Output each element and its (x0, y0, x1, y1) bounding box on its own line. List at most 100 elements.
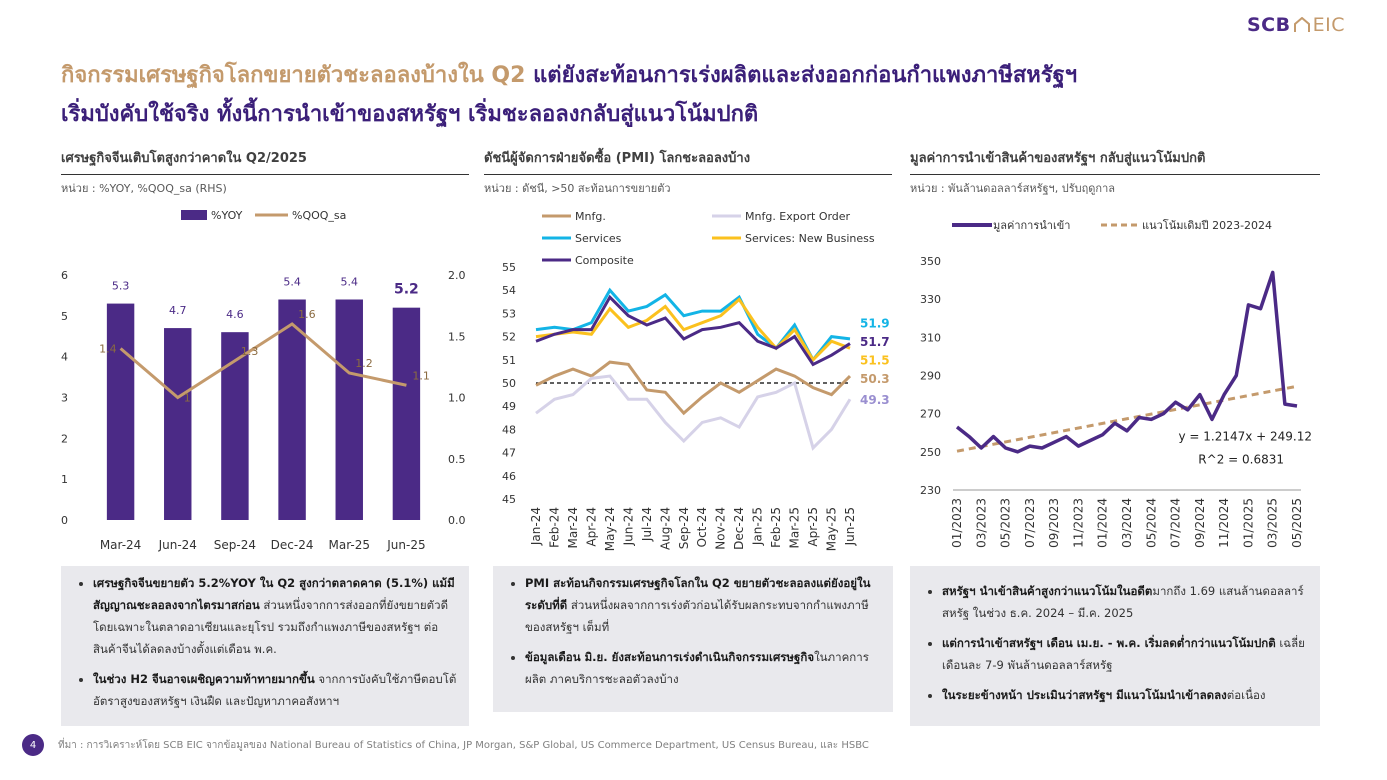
footer: 4 ที่มา : การวิเคราะห์โดย SCB EIC จากข้อ… (22, 734, 869, 756)
panel-unit-pmi: หน่วย : ดัชนี, >50 สะท้อนการขยายตัว (484, 182, 671, 195)
line-qoq (119, 322, 407, 400)
series-end-label: 51.7 (860, 335, 890, 349)
bullet-bold-text: ในช่วง H2 จีนอาจเผชิญความท้าทายมากขึ้น (93, 672, 315, 686)
bullet-bold-text: ข้อมูลเดือน มิ.ย. ยังสะท้อนการเร่งดำเนิน… (525, 650, 815, 664)
x-tick-label: 03/2024 (1120, 498, 1134, 548)
brand-logo: SCB EIC (1247, 14, 1345, 36)
pmi-chart: Mnfg. Mnfg. Export Order Services Services:… (502, 210, 890, 551)
x-tick-label: Oct-24 (695, 507, 709, 547)
legend-label: Composite (575, 254, 634, 267)
bullet-bold-text: สหรัฐฯ นำเข้าสินค้าสูงกว่าแนวโน้มในอดีต (942, 584, 1153, 598)
bar-data-label: 4.6 (226, 308, 244, 321)
us-imports-chart: มูลค่าการนำเข้า แนวโน้มเดิมปี 2023-2024 23… (920, 218, 1312, 548)
page-number: 4 (22, 734, 44, 756)
x-tick-label: 03/2023 (974, 498, 988, 548)
bullet-bold-text: ในระยะข้างหน้า ประเมินว่าสหรัฐฯ มีแนวโน้… (942, 688, 1227, 702)
page-title: กิจกรรมเศรษฐกิจโลกขยายตัวชะลอลงบ้างใน Q2… (61, 56, 1341, 134)
legend-swatch-yoy (181, 210, 207, 220)
x-tick-label: Dec-24 (732, 507, 746, 550)
bar-data-label: 4.7 (169, 304, 187, 317)
bullet-item: PMI สะท้อนกิจกรรมเศรษฐกิจโลกใน Q2 ขยายตั… (525, 572, 883, 638)
panel-unit-china: หน่วย : %YOY, %QOQ_sa (RHS) (61, 182, 227, 195)
bullet-item: เศรษฐกิจจีนขยายตัว 5.2%YOY ใน Q2 สูงกว่า… (93, 572, 459, 660)
legend-label-trend: แนวโน้มเดิมปี 2023-2024 (1142, 218, 1272, 232)
y-tick-label: 50 (502, 377, 516, 390)
bar-yoy (335, 299, 363, 520)
bullet-text: ในภาคการผลิต ภาคบริการชะลอตัวลงบ้าง (525, 650, 869, 686)
bullet-text: เฉลี่ยเดือนละ 7-9 พันล้านดอลลาร์สหรัฐ (942, 636, 1305, 672)
bullets-pmi: PMI สะท้อนกิจกรรมเศรษฐกิจโลกใน Q2 ขยายตั… (493, 566, 893, 712)
y2-tick-label: 0.0 (448, 514, 466, 527)
y-tick-label: 47 (502, 447, 516, 460)
bullet-bold-text: PMI สะท้อนกิจกรรมเศรษฐกิจโลกใน Q2 ขยายตั… (525, 576, 871, 612)
x-tick-label: 05/2023 (999, 498, 1013, 548)
x-tick-label: 07/2024 (1169, 498, 1183, 548)
x-tick-label: Jun-24 (621, 507, 635, 546)
bullet-item: ในช่วง H2 จีนอาจเผชิญความท้าทายมากขึ้น จ… (93, 668, 459, 712)
bar-data-label: 5.4 (283, 276, 301, 289)
x-tick-label: 01/2025 (1241, 498, 1255, 548)
x-tick-label: Aug-24 (658, 507, 672, 550)
x-tick-label: Jun-24 (158, 538, 197, 552)
y-tick-label: 2 (61, 432, 68, 445)
x-tick-label: Mar-25 (329, 538, 370, 552)
x-tick-label: Apr-24 (584, 507, 598, 547)
bullet-item: แต่การนำเข้าสหรัฐฯ เดือน เม.ย. - พ.ค. เร… (942, 632, 1310, 676)
y-tick-label: 290 (920, 370, 941, 383)
y-tick-label: 250 (920, 446, 941, 459)
imports-line (955, 270, 1298, 454)
y-tick-label: 45 (502, 493, 516, 506)
series-end-label: 50.3 (860, 372, 890, 386)
series-line (535, 294, 851, 367)
bullet-bold-text: แต่การนำเข้าสหรัฐฯ เดือน เม.ย. - พ.ค. เร… (942, 636, 1276, 650)
bullet-item: สหรัฐฯ นำเข้าสินค้าสูงกว่าแนวโน้มในอดีตม… (942, 580, 1310, 624)
series-line (535, 360, 852, 416)
y-tick-label: 0 (61, 514, 68, 527)
line-data-label: 1 (184, 392, 191, 405)
y-tick-label: 55 (502, 261, 516, 274)
panel-heading-pmi: ดัชนีผู้จัดการฝ่ายจัดซื้อ (PMI) โลกชะลอล… (484, 147, 892, 175)
y-tick-label: 4 (61, 351, 68, 364)
bar-yoy (106, 303, 135, 520)
y2-tick-label: 1.5 (448, 330, 466, 343)
series-end-label: 49.3 (860, 393, 890, 407)
logo-text-eic: EIC (1312, 14, 1345, 36)
x-tick-label: 07/2023 (1023, 498, 1037, 548)
y2-tick-label: 0.5 (448, 453, 466, 466)
y-tick-label: 6 (61, 269, 68, 282)
bullet-item: ข้อมูลเดือน มิ.ย. ยังสะท้อนการเร่งดำเนิน… (525, 646, 883, 690)
x-tick-label: 09/2023 (1047, 498, 1061, 548)
line-data-label: 1.1 (412, 369, 430, 382)
line-data-label: 1.3 (241, 345, 259, 358)
title-rest: แต่ยังสะท้อนการเร่งผลิตและส่งออกก่อนกำแพ… (525, 63, 1078, 88)
x-tick-label: 05/2025 (1290, 498, 1304, 548)
bullet-text: ส่วนหนึ่งจากการส่งออกที่ยังขยายตัวดี โดย… (93, 598, 449, 656)
x-tick-label: Feb-24 (547, 507, 561, 548)
y-tick-label: 350 (920, 255, 941, 268)
x-tick-label: Apr-25 (806, 507, 820, 547)
series-end-label: 51.9 (860, 316, 890, 330)
bar-data-label: 5.4 (341, 276, 359, 289)
series-line (535, 287, 851, 363)
bullet-text: มากถึง 1.69 แสนล้านดอลลาร์สหรัฐ ในช่วง ธ… (942, 584, 1304, 620)
x-tick-label: Mar-24 (100, 538, 141, 552)
china-gdp-chart: %YOY %QOQ_sa 0 1 2 3 4 5 6 0.0 0.5 1.0 1.5 2.0 5.3 4.7 4… (61, 209, 466, 552)
y2-tick-label: 2.0 (448, 269, 466, 282)
x-tick-label: Mar-25 (788, 507, 802, 548)
x-tick-label: Dec-24 (271, 538, 314, 552)
legend-label: Mnfg. Export Order (745, 210, 851, 223)
y-tick-label: 54 (502, 284, 516, 297)
x-tick-label: Sep-24 (214, 538, 256, 552)
x-tick-label: Feb-25 (769, 507, 783, 548)
y-tick-label: 52 (502, 331, 516, 344)
bar-yoy (221, 332, 249, 520)
bar-yoy (164, 328, 192, 520)
x-tick-label: Jan-25 (751, 507, 765, 546)
trend-r-squared: R^2 = 0.6831 (1198, 452, 1284, 466)
series-end-label: 51.5 (860, 353, 890, 367)
trend-line (956, 384, 1298, 453)
x-tick-label: 05/2024 (1144, 498, 1158, 548)
source-note: ที่มา : การวิเคราะห์โดย SCB EIC จากข้อมู… (58, 739, 869, 751)
x-tick-label: Mar-24 (566, 507, 580, 548)
x-tick-label: 09/2024 (1193, 498, 1207, 548)
